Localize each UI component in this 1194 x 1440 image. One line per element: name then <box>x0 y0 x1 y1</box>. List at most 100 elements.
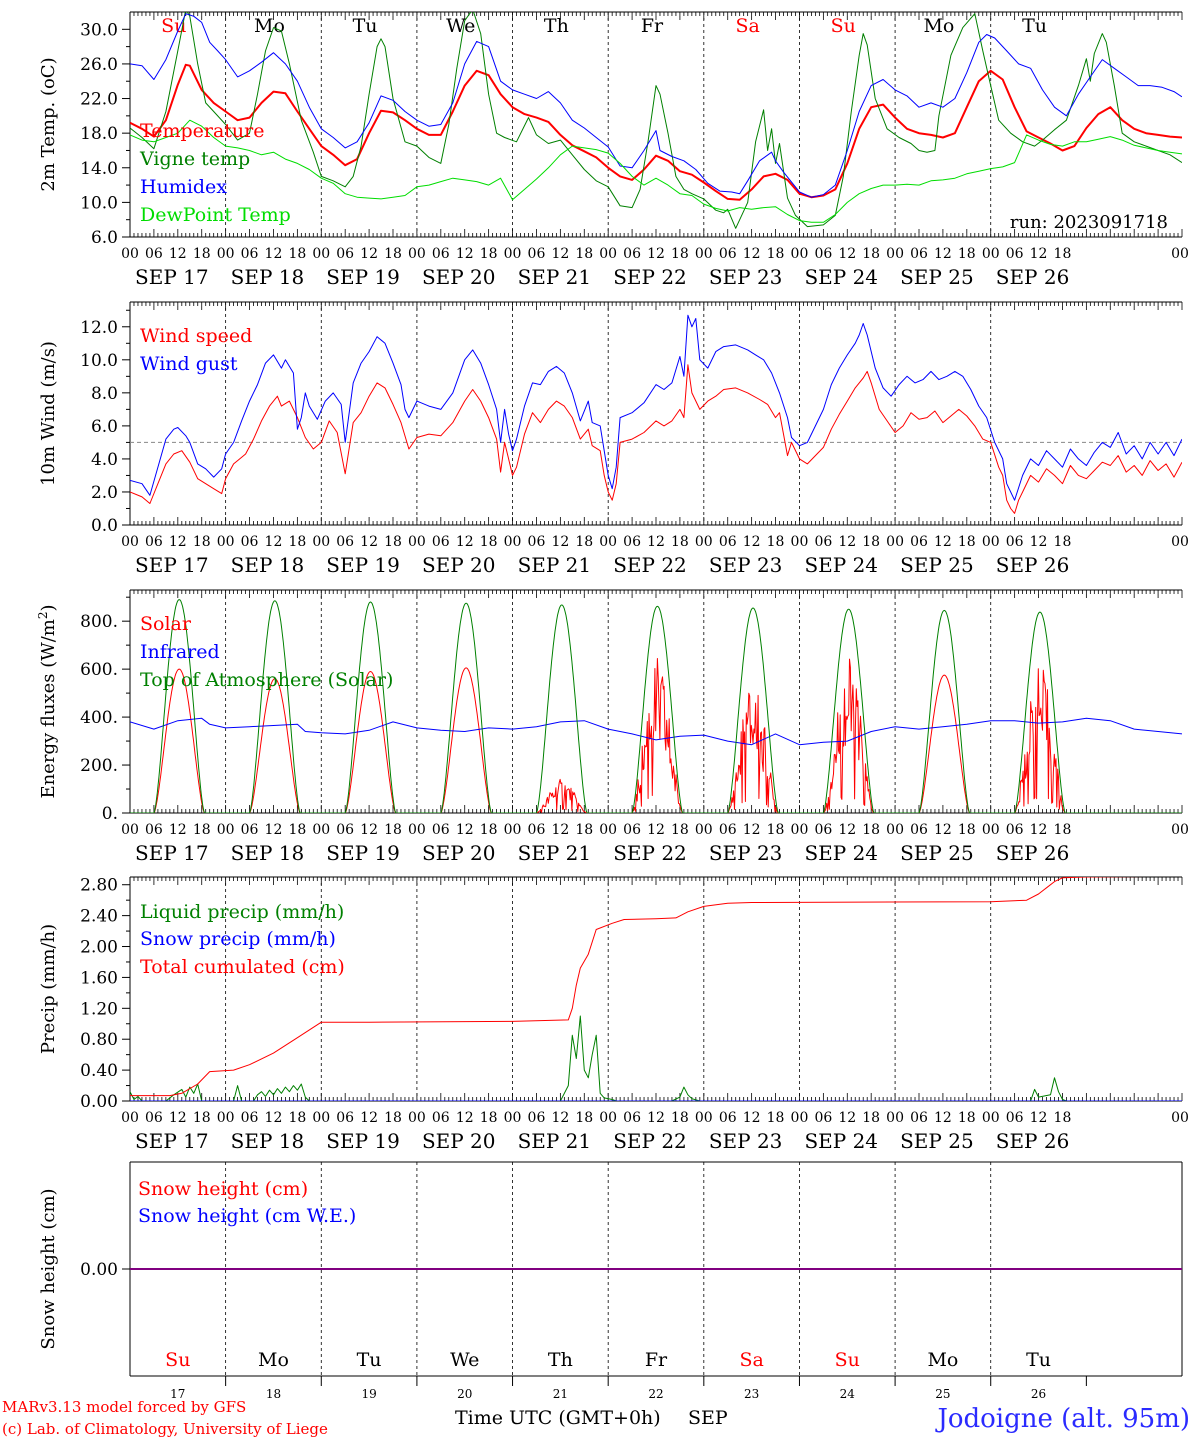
hour-tick-label: 18 <box>671 534 689 550</box>
hour-tick-label: 00 <box>695 246 713 262</box>
hour-tick-label: 06 <box>336 1110 354 1126</box>
hour-tick-label: 18 <box>575 1110 593 1126</box>
hour-tick-label: 12 <box>456 246 474 262</box>
hour-tick-label: 18 <box>193 1110 211 1126</box>
hour-tick-label: 18 <box>480 246 498 262</box>
date-label: SEP 23 <box>709 841 783 865</box>
hour-tick-label: 06 <box>432 534 450 550</box>
hour-tick-label: 12 <box>647 534 665 550</box>
hour-tick-label: 00 <box>886 534 904 550</box>
hour-tick-label: 00 <box>408 246 426 262</box>
hour-tick-label: 00 <box>504 822 522 838</box>
weekday-label: Sa <box>735 15 759 37</box>
hour-tick-label: 06 <box>910 822 928 838</box>
hour-tick-label: 12 <box>169 822 187 838</box>
hour-tick-label: 18 <box>767 1110 785 1126</box>
series-line-liquid-precip-mm-h <box>130 1015 1182 1101</box>
date-label: SEP 20 <box>422 1129 496 1153</box>
hour-tick-label: 00 <box>791 246 809 262</box>
date-label: SEP 24 <box>804 553 878 577</box>
date-label: SEP 20 <box>422 841 496 865</box>
y-tick-label: 18.0 <box>80 124 118 144</box>
y-tick-label: 6.0 <box>91 228 118 248</box>
hour-tick-label: 06 <box>432 822 450 838</box>
hour-tick-label: 00 <box>599 822 617 838</box>
hour-tick-label: 18 <box>193 246 211 262</box>
hour-tick-label: 18 <box>193 534 211 550</box>
y-tick-label: 4.0 <box>91 450 118 470</box>
date-label: SEP 25 <box>900 1129 974 1153</box>
date-label: SEP 19 <box>326 1129 400 1153</box>
y-tick-label: 0.40 <box>80 1061 118 1081</box>
hour-tick-label: 00 <box>121 1110 139 1126</box>
date-label: SEP 19 <box>326 265 400 289</box>
weekday-label: We <box>446 15 475 37</box>
legend-entry: Solar <box>140 613 192 635</box>
weekday-label: Th <box>548 1349 573 1371</box>
hour-tick-label: 12 <box>265 534 283 550</box>
date-label: SEP 17 <box>135 553 209 577</box>
hour-tick-label: 12 <box>838 822 856 838</box>
hour-tick-label: 12 <box>743 1110 761 1126</box>
weekday-label: Su <box>161 15 186 37</box>
hour-tick-label: 00 <box>982 822 1000 838</box>
hour-tick-label: 12 <box>838 534 856 550</box>
y-tick-label: 14.0 <box>80 159 118 179</box>
series-line-vigne-temp <box>130 12 1182 229</box>
hour-tick-label: 12 <box>647 822 665 838</box>
hour-tick-label: 00 <box>1171 246 1189 262</box>
y-axis-label: 10m Wind (m/s) <box>38 341 59 486</box>
hour-tick-label: 00 <box>408 534 426 550</box>
weekday-label: Tu <box>1022 15 1047 37</box>
hour-tick-label: 18 <box>575 246 593 262</box>
date-label: SEP 21 <box>518 265 592 289</box>
hour-tick-label: 12 <box>169 1110 187 1126</box>
y-tick-label: 1.20 <box>80 999 118 1019</box>
day-number-label: 22 <box>648 1387 663 1401</box>
day-number-label: 26 <box>1031 1387 1046 1401</box>
weekday-label: Fr <box>641 15 664 37</box>
hour-tick-label: 06 <box>814 534 832 550</box>
hour-tick-label: 12 <box>360 822 378 838</box>
hour-tick-label: 00 <box>886 822 904 838</box>
date-label: SEP 22 <box>613 265 687 289</box>
series-line-humidex <box>130 13 1182 198</box>
hour-tick-label: 18 <box>193 822 211 838</box>
legend-entry: Top of Atmosphere (Solar) <box>140 669 393 691</box>
weekday-label: Tu <box>1026 1349 1051 1371</box>
hour-tick-label: 06 <box>910 534 928 550</box>
hour-tick-label: 18 <box>1054 822 1072 838</box>
date-label: SEP 23 <box>709 265 783 289</box>
hour-tick-label: 18 <box>862 534 880 550</box>
hour-tick-label: 18 <box>862 246 880 262</box>
hour-tick-label: 06 <box>623 822 641 838</box>
hour-tick-label: 00 <box>791 534 809 550</box>
y-tick-label: 30.0 <box>80 20 118 40</box>
series-group <box>130 599 1182 813</box>
date-label: SEP 21 <box>518 1129 592 1153</box>
date-label: SEP 26 <box>996 265 1070 289</box>
hour-tick-label: 12 <box>934 822 952 838</box>
date-label: SEP 26 <box>996 1129 1070 1153</box>
hour-tick-label: 12 <box>551 246 569 262</box>
weekday-label: Tu <box>353 15 378 37</box>
panel-3: 0. 200. 400. 600. 800. Energy fluxes (W/m2) 00… <box>36 589 1189 865</box>
hour-tick-label: 18 <box>767 534 785 550</box>
hour-tick-label: 18 <box>288 1110 306 1126</box>
weekday-label: Su <box>165 1349 190 1371</box>
hour-tick-label: 18 <box>1054 1110 1072 1126</box>
hour-tick-label: 18 <box>767 246 785 262</box>
y-axis-label: Snow height (cm) <box>38 1188 59 1349</box>
legend-entry: Snow height (cm W.E.) <box>138 1205 356 1227</box>
hour-tick-label: 00 <box>121 246 139 262</box>
hour-tick-label: 00 <box>695 1110 713 1126</box>
date-label: SEP 23 <box>709 553 783 577</box>
hour-tick-label: 00 <box>599 1110 617 1126</box>
hour-tick-label: 06 <box>336 246 354 262</box>
series-line-temperature <box>130 63 1182 201</box>
hour-tick-label: 12 <box>743 534 761 550</box>
hour-tick-label: 00 <box>312 246 330 262</box>
hour-tick-label: 06 <box>623 534 641 550</box>
hour-tick-label: 12 <box>265 822 283 838</box>
y-tick-label: 10.0 <box>80 193 118 213</box>
